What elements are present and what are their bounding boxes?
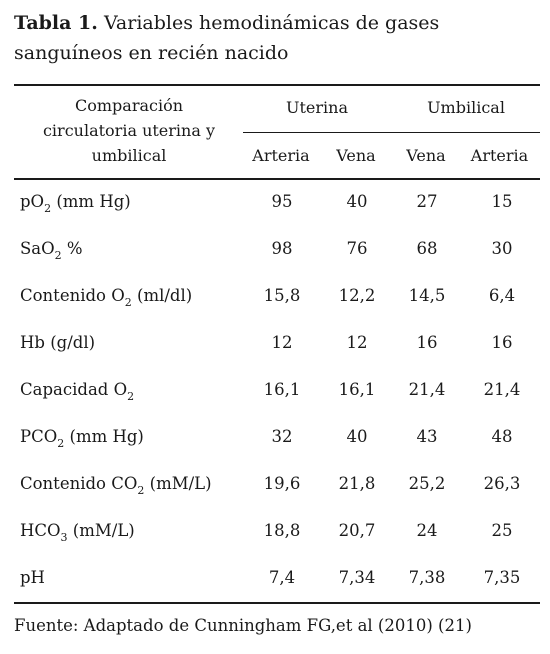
table-cell: 12,2: [338, 286, 376, 305]
table-cell: 18,8: [263, 521, 301, 540]
table-cell: 95: [271, 192, 293, 211]
row-label-subscript: 2: [44, 202, 52, 215]
table-cell: 16,1: [338, 380, 376, 399]
row-label-subscript: 2: [124, 296, 132, 309]
row-label-unit: (mM/L): [144, 474, 212, 493]
row-label-text: pH: [20, 568, 45, 587]
table-cell: 68: [416, 239, 438, 258]
subcolumn-header-umbilical-vena: Vena: [406, 146, 446, 165]
row-label-unit: %: [61, 239, 83, 258]
row-label-unit: (ml/dl): [131, 286, 193, 305]
table-cell: 27: [416, 192, 438, 211]
table-cell: 26,3: [483, 474, 521, 493]
comparison-header-line: Comparación: [74, 96, 184, 115]
table-cell: 7,4: [268, 568, 296, 587]
table-cell: 48: [491, 427, 513, 446]
row-label-unit: (mm Hg): [51, 192, 131, 211]
row-label-text: PCO: [20, 427, 58, 446]
row-label-text: Contenido CO: [20, 474, 138, 493]
table-cell: 24: [416, 521, 438, 540]
group-header-rule: [243, 132, 540, 133]
table-caption-text: Variables hemodinámicas de gases sanguín…: [14, 12, 440, 64]
comparison-header-line: umbilical: [91, 146, 167, 165]
row-label-text: pO: [20, 192, 45, 211]
row-label: HCO3 (mM/L): [20, 521, 135, 544]
table-cell: 7,34: [338, 568, 376, 587]
comparison-column-header: Comparación circulatoria uterina y umbil…: [14, 93, 244, 168]
row-label-text: Hb (g/dl): [20, 333, 96, 352]
row-label: Capacidad O2: [20, 380, 134, 403]
table-source-note: Fuente: Adaptado de Cunningham FG,et al …: [14, 616, 472, 635]
table-row: SaO2 % 98 76 68 30: [14, 227, 540, 274]
table-cell: 6,4: [488, 286, 516, 305]
row-label-subscript: 2: [57, 437, 65, 450]
row-label-subscript: 2: [54, 249, 62, 262]
table-cell: 25,2: [408, 474, 446, 493]
row-label: Contenido O2 (ml/dl): [20, 286, 192, 309]
group-header-umbilical: Umbilical: [427, 98, 505, 117]
table-top-rule: [14, 84, 540, 86]
row-label: pH: [20, 568, 45, 591]
row-label-unit: (mm Hg): [64, 427, 144, 446]
group-header-uterina: Uterina: [286, 98, 348, 117]
table-row: Contenido CO2 (mM/L) 19,6 21,8 25,2 26,3: [14, 462, 540, 509]
table-cell: 12: [346, 333, 368, 352]
table-row: pH 7,4 7,34 7,38 7,35: [14, 556, 540, 603]
row-label-subscript: 2: [127, 390, 135, 403]
subcolumn-header-uterina-vena: Vena: [336, 146, 376, 165]
table-cell: 14,5: [408, 286, 446, 305]
row-label: PCO2 (mm Hg): [20, 427, 144, 450]
row-label-text: HCO: [20, 521, 61, 540]
table-cell: 32: [271, 427, 293, 446]
table-cell: 16,1: [263, 380, 301, 399]
table-row: PCO2 (mm Hg) 32 40 43 48: [14, 415, 540, 462]
comparison-header-line: circulatoria uterina y: [42, 121, 216, 140]
table-cell: 76: [346, 239, 368, 258]
table-row: pO2 (mm Hg) 95 40 27 15: [14, 180, 540, 227]
table-row: Contenido O2 (ml/dl) 15,8 12,2 14,5 6,4: [14, 274, 540, 321]
table-cell: 7,38: [408, 568, 446, 587]
table-cell: 20,7: [338, 521, 376, 540]
table-cell: 12: [271, 333, 293, 352]
table-cell: 21,8: [338, 474, 376, 493]
table-cell: 43: [416, 427, 438, 446]
table-cell: 98: [271, 239, 293, 258]
table-cell: 16: [491, 333, 513, 352]
table-cell: 21,4: [483, 380, 521, 399]
row-label: SaO2 %: [20, 239, 83, 262]
table-caption-label: Tabla 1.: [14, 12, 98, 34]
table-row: Capacidad O2 16,1 16,1 21,4 21,4: [14, 368, 540, 415]
row-label: Contenido CO2 (mM/L): [20, 474, 212, 497]
row-label-unit: (mM/L): [67, 521, 135, 540]
table-row: HCO3 (mM/L) 18,8 20,7 24 25: [14, 509, 540, 556]
table-cell: 19,6: [263, 474, 301, 493]
row-label: Hb (g/dl): [20, 333, 95, 356]
table-cell: 40: [346, 427, 368, 446]
table-bottom-rule: [14, 602, 540, 604]
row-label: pO2 (mm Hg): [20, 192, 131, 215]
row-label-subscript: 2: [137, 484, 145, 497]
header-bottom-rule: [14, 178, 540, 180]
table-row: Hb (g/dl) 12 12 16 16: [14, 321, 540, 368]
table-cell: 30: [491, 239, 513, 258]
table-cell: 40: [346, 192, 368, 211]
row-label-text: Capacidad O: [20, 380, 128, 399]
table-cell: 7,35: [483, 568, 521, 587]
row-label-subscript: 3: [60, 531, 68, 544]
table-caption: Tabla 1. Variables hemodinámicas de gase…: [14, 8, 539, 68]
table-cell: 15,8: [263, 286, 301, 305]
table-cell: 21,4: [408, 380, 446, 399]
table-cell: 16: [416, 333, 438, 352]
subcolumn-header-uterina-arteria: Arteria: [252, 146, 310, 165]
table-cell: 25: [491, 521, 513, 540]
table-body: pO2 (mm Hg) 95 40 27 15 SaO2 % 98 76 68 30 Conteni…: [14, 180, 540, 603]
subcolumn-header-umbilical-arteria: Arteria: [470, 146, 529, 165]
row-label-text: Contenido O: [20, 286, 125, 305]
table-cell: 15: [491, 192, 513, 211]
row-label-text: SaO: [20, 239, 55, 258]
